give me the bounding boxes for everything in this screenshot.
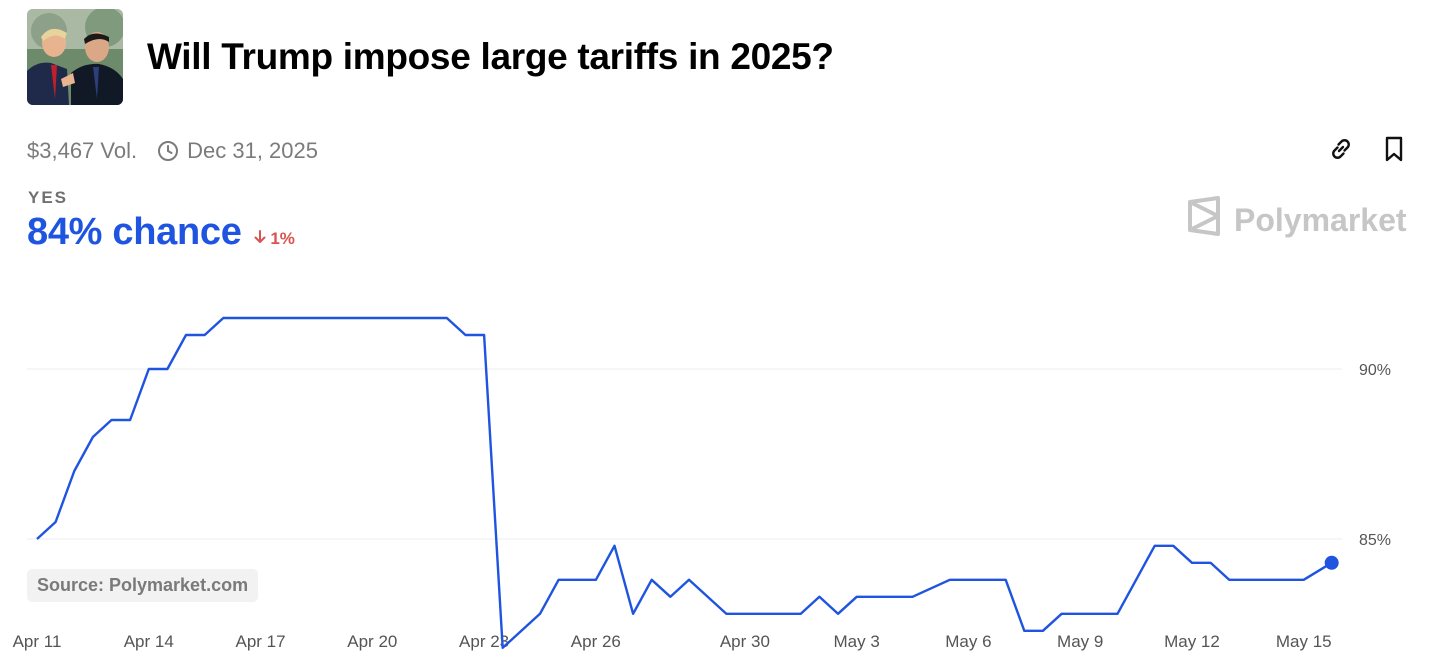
bookmark-button[interactable] <box>1379 136 1409 166</box>
x-tick-label: Apr 17 <box>235 632 285 651</box>
brand-watermark: Polymarket <box>1186 196 1407 244</box>
bookmark-icon <box>1382 135 1406 168</box>
x-tick-label: Apr 14 <box>124 632 174 651</box>
x-tick-label: May 6 <box>945 632 991 651</box>
x-tick-label: May 3 <box>834 632 880 651</box>
source-label: Source: Polymarket.com <box>27 569 259 602</box>
link-icon <box>1327 135 1355 168</box>
x-tick-label: Apr 30 <box>720 632 770 651</box>
series-line <box>36 316 1333 649</box>
down-arrow-icon <box>254 229 271 248</box>
volume-text: $3,467 Vol. <box>27 138 138 163</box>
x-tick-label: Apr 23 <box>459 632 509 651</box>
end-date-text: Dec 31, 2025 <box>187 138 318 163</box>
x-tick-label: Apr 11 <box>13 632 62 651</box>
market-title: Will Trump impose large tariffs in 2025? <box>147 36 834 77</box>
chance-value: 84% chance <box>27 211 242 253</box>
chance-delta-value: 1% <box>270 229 295 248</box>
polymarket-logo-icon <box>1186 196 1222 244</box>
clock-icon <box>157 140 179 162</box>
y-tick-label: 90% <box>1359 362 1391 379</box>
market-thumbnail <box>27 9 123 105</box>
copy-link-button[interactable] <box>1326 136 1356 166</box>
x-tick-label: May 15 <box>1276 632 1332 651</box>
x-tick-label: May 9 <box>1057 632 1103 651</box>
chance-display: 84% chance 1% <box>27 211 295 254</box>
brand-name: Polymarket <box>1234 201 1407 238</box>
outcome-label: YES <box>28 188 69 207</box>
market-actions <box>1326 136 1409 166</box>
x-tick-label: Apr 26 <box>571 632 621 651</box>
series-end-point <box>1324 555 1339 570</box>
x-tick-label: May 12 <box>1164 632 1220 651</box>
market-meta: $3,467 Vol. Dec 31, 2025 <box>27 138 318 164</box>
chance-delta: 1% <box>254 229 295 249</box>
y-tick-label: 85% <box>1359 532 1391 549</box>
x-tick-label: Apr 20 <box>347 632 397 651</box>
